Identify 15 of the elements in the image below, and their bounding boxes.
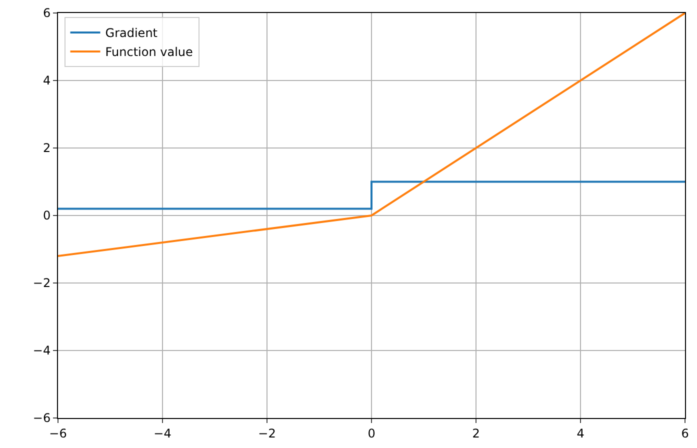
y-tick-label: 2 <box>42 141 51 156</box>
x-tick-label: −2 <box>258 426 276 440</box>
x-tick-label: 6 <box>681 426 689 440</box>
y-tick-label: −2 <box>32 276 51 290</box>
x-tick-label: −4 <box>154 426 172 440</box>
y-tick-label: −6 <box>32 411 51 426</box>
y-tick-label: 6 <box>42 6 51 20</box>
x-tick-label: 2 <box>472 426 480 440</box>
y-tick-label: −4 <box>32 344 51 358</box>
x-tick-label: 0 <box>368 426 376 440</box>
y-tick-label: 0 <box>42 208 51 223</box>
x-tick-label: 4 <box>576 426 584 440</box>
legend-label: Gradient <box>105 26 158 40</box>
y-tick-label: 4 <box>42 74 51 88</box>
legend-label: Function value <box>105 45 193 60</box>
